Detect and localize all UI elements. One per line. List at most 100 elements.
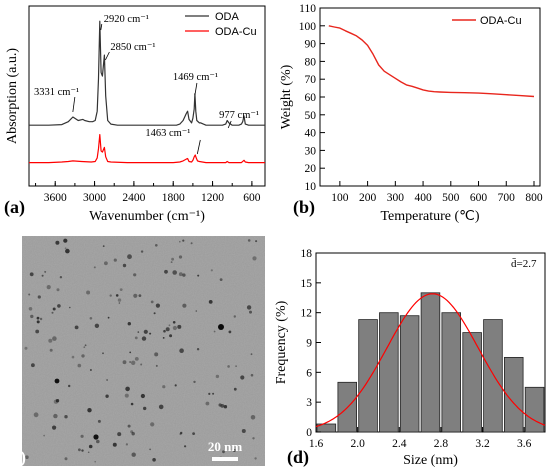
nanoparticle-dot bbox=[218, 324, 224, 330]
nanoparticle-dot bbox=[89, 369, 92, 371]
y-axis-label-a: Absorption (a.u.) bbox=[5, 48, 20, 144]
nanoparticle-dot bbox=[31, 363, 35, 368]
nanoparticle-dot bbox=[30, 314, 34, 319]
annotation-leader-a bbox=[100, 23, 103, 31]
nanoparticle-dot bbox=[134, 336, 138, 340]
histogram-bar bbox=[399, 315, 420, 433]
nanoparticle-dot bbox=[179, 432, 182, 436]
nanoparticle-dot bbox=[44, 270, 47, 273]
nanoparticle-dot bbox=[143, 329, 148, 334]
nanoparticle-dot bbox=[80, 434, 84, 438]
scale-bar bbox=[212, 457, 238, 461]
nanoparticle-dot bbox=[228, 330, 232, 334]
x-tick-label-d: 1.6 bbox=[309, 438, 324, 450]
panel-a-chart: 3600 3000 2400 1800 1200 600 Wavenumber (cm⁻¹)… bbox=[5, 5, 266, 224]
nanoparticle-dot bbox=[250, 373, 254, 377]
nanoparticle-dot bbox=[54, 378, 60, 384]
x-tick-label-d: 3.2 bbox=[475, 438, 490, 450]
panel-b-chart: 100 200 300 400 500 600 700 800 10 20 30 40 50 60 70 80… bbox=[279, 3, 543, 224]
nanoparticle-dot bbox=[107, 316, 110, 319]
nanoparticle-dot bbox=[131, 360, 136, 365]
nanoparticle-dot bbox=[138, 294, 142, 297]
nanoparticle-dot bbox=[93, 434, 99, 440]
nanoparticle-dot bbox=[59, 276, 63, 279]
nanoparticle-dot bbox=[52, 336, 57, 341]
nanoparticle-dot bbox=[149, 448, 152, 451]
x-tick-label-b: 700 bbox=[498, 192, 516, 204]
nanoparticle-dot bbox=[96, 439, 100, 444]
nanoparticle-dot bbox=[64, 415, 68, 419]
nanoparticle-dot bbox=[97, 419, 101, 423]
x-tick-label-b: 300 bbox=[387, 192, 405, 204]
annotation-label-a: 1469 cm⁻¹ bbox=[173, 72, 218, 83]
nanoparticle-dot bbox=[129, 351, 132, 354]
nanoparticle-dot bbox=[122, 360, 127, 365]
nanoparticle-dot bbox=[117, 432, 122, 437]
nanoparticle-dot bbox=[193, 380, 196, 384]
nanoparticle-dot bbox=[63, 238, 68, 243]
nanoparticle-dot bbox=[124, 393, 129, 398]
x-tick-label-a: 2400 bbox=[122, 192, 145, 204]
nanoparticle-dot bbox=[28, 307, 33, 311]
nanoparticle-dot bbox=[158, 404, 164, 410]
nanoparticle-dot bbox=[53, 413, 58, 419]
nanoparticle-dot bbox=[179, 240, 181, 243]
nanoparticle-dot bbox=[41, 274, 44, 277]
nanoparticle-dot bbox=[233, 387, 237, 391]
panel-label-c: (c) bbox=[6, 447, 26, 468]
nanoparticle-dot bbox=[254, 457, 257, 460]
nanoparticle-dot bbox=[117, 298, 122, 302]
nanoparticle-dot bbox=[179, 348, 184, 354]
annotation-label-a: 977 cm⁻¹ bbox=[219, 110, 259, 121]
nanoparticle-dot bbox=[35, 329, 40, 334]
nanoparticle-dot bbox=[182, 239, 185, 242]
nanoparticle-dot bbox=[131, 432, 135, 436]
nanoparticle-dot bbox=[64, 457, 68, 461]
nanoparticle-dot bbox=[165, 327, 170, 332]
nanoparticle-dot bbox=[240, 375, 245, 380]
nanoparticle-dot bbox=[55, 240, 60, 245]
nanoparticle-dot bbox=[154, 352, 159, 357]
y-tick-label-d: 12 bbox=[301, 308, 313, 320]
nanoparticle-dot bbox=[133, 293, 138, 298]
nanoparticle-dot bbox=[149, 332, 152, 335]
nanoparticle-dot bbox=[102, 245, 105, 248]
nanoparticle-dot bbox=[184, 445, 187, 448]
nanoparticle-dot bbox=[119, 288, 123, 291]
x-tick-label-a: 3000 bbox=[83, 192, 106, 204]
y-axis-label-d: Frequency (%) bbox=[274, 300, 289, 384]
x-tick-label-b: 100 bbox=[331, 192, 349, 204]
y-tick-label-d: 6 bbox=[306, 367, 312, 379]
legend-label-a: ODA bbox=[215, 11, 240, 23]
y-tick-label-d: 15 bbox=[301, 278, 313, 290]
panel-label-d: (d) bbox=[287, 447, 309, 468]
nanoparticle-dot bbox=[125, 386, 130, 392]
plot-frame-a bbox=[28, 5, 266, 187]
nanoparticle-dot bbox=[196, 348, 200, 351]
annotation-label-a: 1463 cm⁻¹ bbox=[145, 128, 190, 139]
nanoparticle-dot bbox=[48, 338, 53, 343]
nanoparticle-dot bbox=[29, 272, 34, 277]
nanoparticle-dot bbox=[233, 449, 236, 452]
nanoparticle-dot bbox=[155, 303, 160, 308]
histogram-bar bbox=[358, 319, 378, 433]
x-tick-label-b: 200 bbox=[359, 192, 377, 204]
nanoparticle-dot bbox=[115, 294, 119, 297]
nanoparticle-dot bbox=[182, 273, 186, 277]
y-tick-label-d: 9 bbox=[306, 338, 312, 350]
nanoparticle-dot bbox=[87, 408, 92, 413]
y-tick-label-b: 20 bbox=[305, 163, 317, 175]
annotation-label-a: 3331 cm⁻¹ bbox=[34, 87, 79, 98]
x-tick-label-a: 1200 bbox=[201, 192, 224, 204]
nanoparticle-dot bbox=[122, 263, 127, 268]
nanoparticle-dot bbox=[215, 374, 220, 379]
x-tick-label-d: 2.0 bbox=[350, 438, 365, 450]
annotation-leader-a bbox=[194, 82, 198, 96]
x-tick-label-b: 800 bbox=[525, 192, 543, 204]
nanoparticle-dot bbox=[134, 357, 139, 361]
nanoparticle-dot bbox=[233, 315, 236, 318]
nanoparticle-dot bbox=[37, 295, 41, 299]
nanoparticle-dot bbox=[89, 317, 93, 320]
annotation-label-a: 2920 cm⁻¹ bbox=[104, 14, 149, 25]
nanoparticle-dot bbox=[28, 293, 31, 296]
